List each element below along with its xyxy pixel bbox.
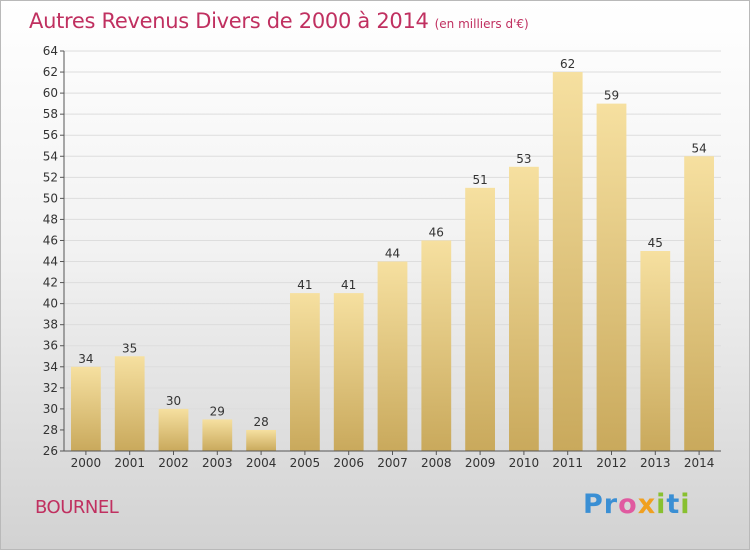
commune-name: BOURNEL	[35, 497, 119, 518]
x-tick-label: 2009	[465, 456, 496, 470]
y-tick-label: 58	[43, 107, 58, 121]
data-label: 28	[253, 415, 268, 429]
logo-letter: P	[583, 489, 604, 520]
y-tick-label: 36	[43, 339, 58, 353]
data-label: 41	[341, 278, 356, 292]
y-tick-label: 54	[43, 149, 58, 163]
logo-letter: t	[666, 489, 681, 520]
bar	[640, 251, 671, 451]
y-tick-label: 62	[43, 65, 58, 79]
x-tick-label: 2006	[333, 456, 364, 470]
data-label: 35	[122, 341, 137, 355]
bar	[596, 103, 627, 451]
y-tick-label: 46	[43, 233, 58, 247]
logo-letter: x	[637, 489, 657, 520]
data-label: 51	[472, 173, 487, 187]
logo-letter: o	[618, 489, 638, 520]
data-label: 62	[560, 57, 575, 71]
bar	[333, 293, 364, 451]
x-tick-label: 2012	[596, 456, 627, 470]
x-tick-label: 2007	[377, 456, 408, 470]
y-tick-label: 52	[43, 170, 58, 184]
bar	[202, 419, 233, 451]
axes: 26 28 30 32 34 36 38 40 42 44 46 48 50 52 54 56 58 60 62 64…	[43, 44, 721, 470]
chart-title: Autres Revenus Divers de 2000 à 2014 (en …	[29, 9, 529, 33]
x-tick-label: 2003	[202, 456, 233, 470]
bar	[421, 240, 452, 451]
y-tick-label: 48	[43, 212, 58, 226]
logo-letter: i	[680, 489, 691, 520]
data-label: 53	[516, 152, 531, 166]
y-tick-label: 38	[43, 318, 58, 332]
y-tick-label: 34	[43, 360, 58, 374]
x-tick-label: 2014	[684, 456, 715, 470]
data-label: 46	[429, 225, 444, 239]
bar	[71, 366, 101, 451]
x-tick-label: 2004	[246, 456, 277, 470]
y-tick-label: 28	[43, 423, 58, 437]
y-tick-label: 40	[43, 297, 58, 311]
y-tick-label: 56	[43, 128, 58, 142]
bar	[684, 156, 714, 451]
x-tick-label: 2000	[71, 456, 102, 470]
y-tick-label: 26	[43, 444, 58, 458]
data-label: 34	[78, 352, 93, 366]
bar	[246, 429, 276, 451]
y-tick-label: 60	[43, 86, 58, 100]
chart-title-text: Autres Revenus Divers de 2000 à 2014	[29, 9, 429, 33]
x-tick-label: 2002	[158, 456, 189, 470]
logo-letter: i	[656, 489, 667, 520]
x-tick-label: 2011	[552, 456, 583, 470]
bars: 34 35 30 29 28 41 41 44 46 51 53 62 59 45 54	[71, 57, 714, 451]
data-label: 54	[691, 141, 706, 155]
y-tick-label: 44	[43, 255, 58, 269]
y-tick-label: 50	[43, 191, 58, 205]
proxiti-logo[interactable]: Proxiti	[583, 489, 691, 520]
bar	[509, 166, 539, 451]
x-tick-label: 2010	[509, 456, 540, 470]
data-label: 41	[297, 278, 312, 292]
bar	[114, 356, 145, 451]
y-tick-label: 42	[43, 276, 58, 290]
x-tick-label: 2008	[421, 456, 452, 470]
data-label: 45	[648, 236, 663, 250]
data-label: 44	[385, 247, 400, 261]
bar	[377, 261, 408, 451]
y-tick-label: 64	[43, 44, 58, 58]
x-tick-label: 2005	[290, 456, 321, 470]
data-label: 30	[166, 394, 181, 408]
y-tick-label: 30	[43, 402, 58, 416]
x-tick-label: 2013	[640, 456, 671, 470]
data-label: 29	[210, 404, 225, 418]
bar	[158, 408, 189, 451]
chart-subtitle: (en milliers d'€)	[434, 17, 529, 31]
y-tick-label: 32	[43, 381, 58, 395]
data-label: 59	[604, 89, 619, 103]
bar	[290, 293, 320, 451]
logo-letter: r	[603, 489, 619, 520]
bar	[465, 187, 495, 451]
x-tick-label: 2001	[114, 456, 145, 470]
bar	[552, 72, 583, 451]
